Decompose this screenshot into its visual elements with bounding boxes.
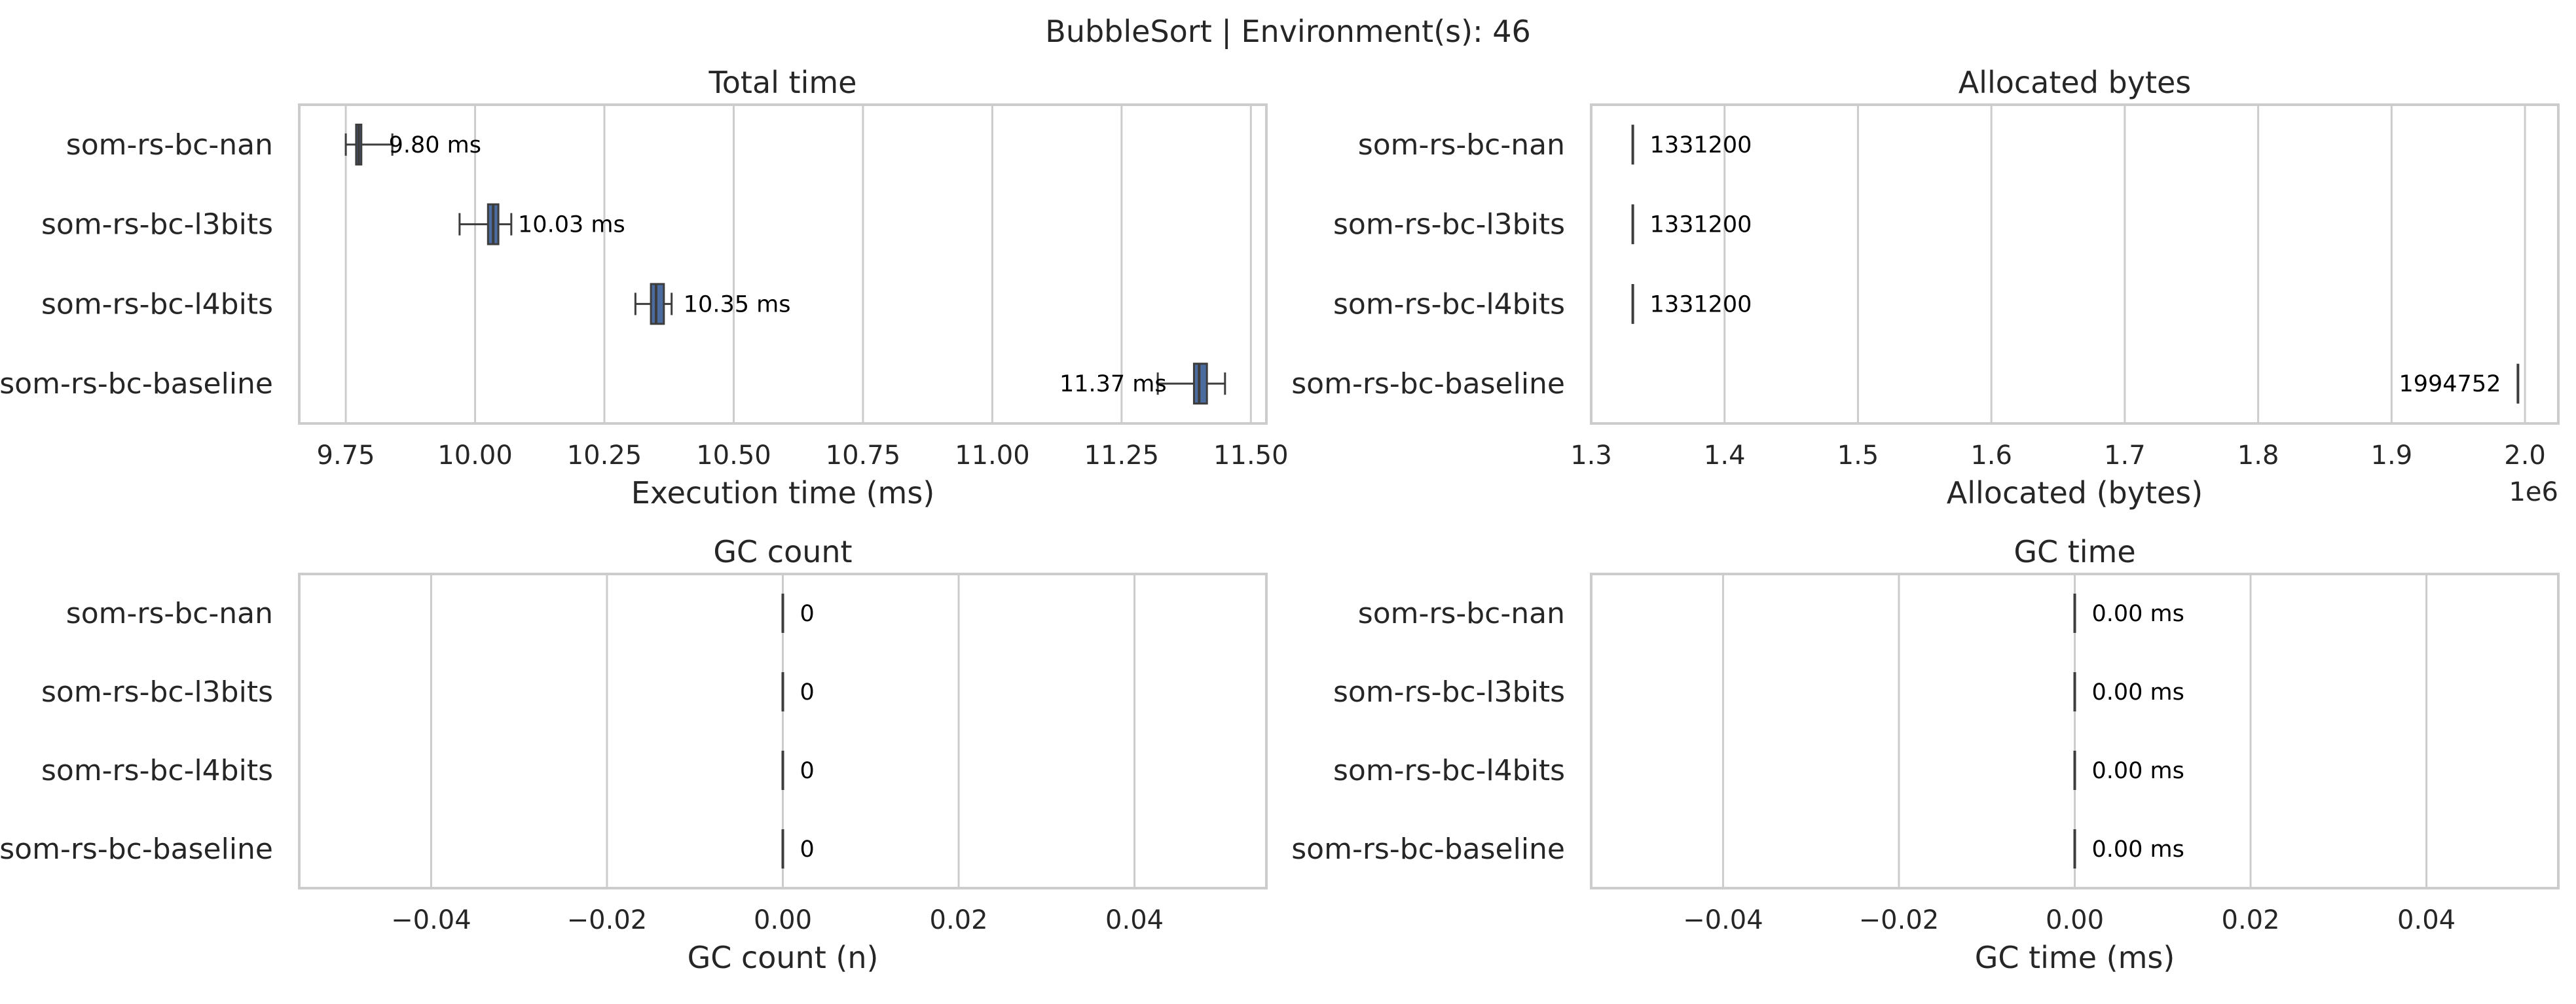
category-label: som-rs-bc-baseline [1291, 833, 1565, 866]
data-label: 10.03 ms [518, 212, 625, 238]
data-label: 1994752 [2399, 371, 2501, 397]
category-label: som-rs-bc-nan [1358, 128, 1565, 162]
x-tick-label: 1.3 [1570, 440, 1612, 471]
x-tick-label: 0.00 [754, 905, 812, 935]
category-label: som-rs-bc-nan [66, 128, 273, 162]
plot-frame [298, 103, 1268, 425]
subplot-1: Allocated bytes 1.3 1.4 1.5 1.6 1.7 1.8 1.9 2.0 1… [1291, 65, 2560, 511]
x-axis-label: GC time (ms) [1975, 940, 2175, 975]
data-label: 0.00 ms [2092, 679, 2184, 706]
x-tick-label: 2.0 [2504, 440, 2546, 471]
data-label: 0.00 ms [2092, 758, 2184, 784]
x-tick-label: 0.00 [2046, 905, 2104, 935]
x-tick-label: 0.04 [1105, 905, 1164, 935]
data-label: 1331200 [1650, 212, 1752, 238]
subplot-title: Total time [708, 65, 857, 100]
x-tick-label: 0.04 [2397, 905, 2456, 935]
box-som-rs-bc-l4bits [634, 283, 673, 325]
x-tick-label: −0.04 [391, 905, 471, 935]
x-tick-label: 0.02 [930, 905, 988, 935]
plot-frame [1590, 103, 2560, 425]
plot-frame [298, 573, 1268, 889]
subplots: Total time 9.75 10.00 10.25 10.50 10.75 11.00 1… [0, 65, 2560, 975]
data-label: 0.00 ms [2092, 601, 2184, 627]
x-axis-label: GC count (n) [688, 940, 879, 975]
x-tick-label: −0.02 [567, 905, 648, 935]
data-label: 9.80 ms [389, 132, 481, 158]
category-label: som-rs-bc-baseline [0, 833, 273, 866]
data-label: 0.00 ms [2092, 836, 2184, 863]
figure-title: BubbleSort | Environment(s): 46 [1045, 14, 1530, 50]
subplot-0: Total time 9.75 10.00 10.25 10.50 10.75 11.00 1… [0, 65, 1289, 511]
category-label: som-rs-bc-l4bits [1333, 287, 1565, 321]
subplot-title: GC count [713, 534, 852, 569]
data-label: 11.37 ms [1059, 371, 1167, 397]
x-tick-label: 11.25 [1084, 440, 1160, 471]
x-tick-label: −0.04 [1683, 905, 1763, 935]
x-tick-label: 0.02 [2222, 905, 2280, 935]
data-label: 0 [800, 758, 815, 784]
category-label: som-rs-bc-l3bits [1333, 675, 1565, 709]
x-offset-label: 1e6 [2509, 477, 2558, 507]
box-som-rs-bc-l3bits [458, 203, 513, 245]
category-label: som-rs-bc-nan [66, 597, 273, 630]
category-label: som-rs-bc-l3bits [41, 208, 273, 242]
subplot-2: GC count −0.04 −0.02 0.00 0.02 0.04 GC count (… [0, 534, 1268, 975]
subplot-title: GC time [2014, 534, 2135, 569]
plot-frame [1590, 573, 2560, 889]
x-axis-label: Execution time (ms) [631, 475, 935, 511]
x-axis-label: Allocated (bytes) [1947, 475, 2203, 511]
x-tick-label: 10.75 [826, 440, 901, 471]
subplot-title: Allocated bytes [1959, 65, 2192, 100]
x-tick-label: 10.50 [696, 440, 771, 471]
box-som-rs-bc-nan [344, 123, 394, 166]
category-label: som-rs-bc-baseline [1291, 367, 1565, 401]
category-label: som-rs-bc-nan [1358, 597, 1565, 630]
x-tick-label: 1.4 [1704, 440, 1746, 471]
category-label: som-rs-bc-baseline [0, 367, 273, 401]
x-tick-label: 10.00 [437, 440, 513, 471]
data-label: 1331200 [1650, 291, 1752, 317]
x-tick-label: 1.5 [1837, 440, 1879, 471]
data-label: 0 [800, 679, 815, 706]
category-label: som-rs-bc-l4bits [41, 754, 273, 787]
subplot-3: GC time −0.04 −0.02 0.00 0.02 0.04 GC time (ms… [1291, 534, 2560, 975]
data-label: 0 [800, 836, 815, 863]
box-som-rs-bc-baseline [1156, 363, 1226, 405]
category-label: som-rs-bc-l4bits [1333, 754, 1565, 787]
x-tick-label: 1.8 [2237, 440, 2279, 471]
data-label: 0 [800, 601, 815, 627]
category-label: som-rs-bc-l3bits [1333, 208, 1565, 242]
x-tick-label: 1.9 [2371, 440, 2413, 471]
x-tick-label: −0.02 [1859, 905, 1940, 935]
data-label: 1331200 [1650, 132, 1752, 158]
x-tick-label: 10.25 [567, 440, 642, 471]
category-label: som-rs-bc-l4bits [41, 287, 273, 321]
data-label: 10.35 ms [684, 291, 791, 317]
x-tick-label: 1.7 [2104, 440, 2146, 471]
x-tick-label: 9.75 [317, 440, 375, 471]
x-tick-label: 11.50 [1213, 440, 1289, 471]
x-tick-label: 1.6 [1970, 440, 2012, 471]
x-tick-label: 11.00 [955, 440, 1030, 471]
category-label: som-rs-bc-l3bits [41, 675, 273, 709]
